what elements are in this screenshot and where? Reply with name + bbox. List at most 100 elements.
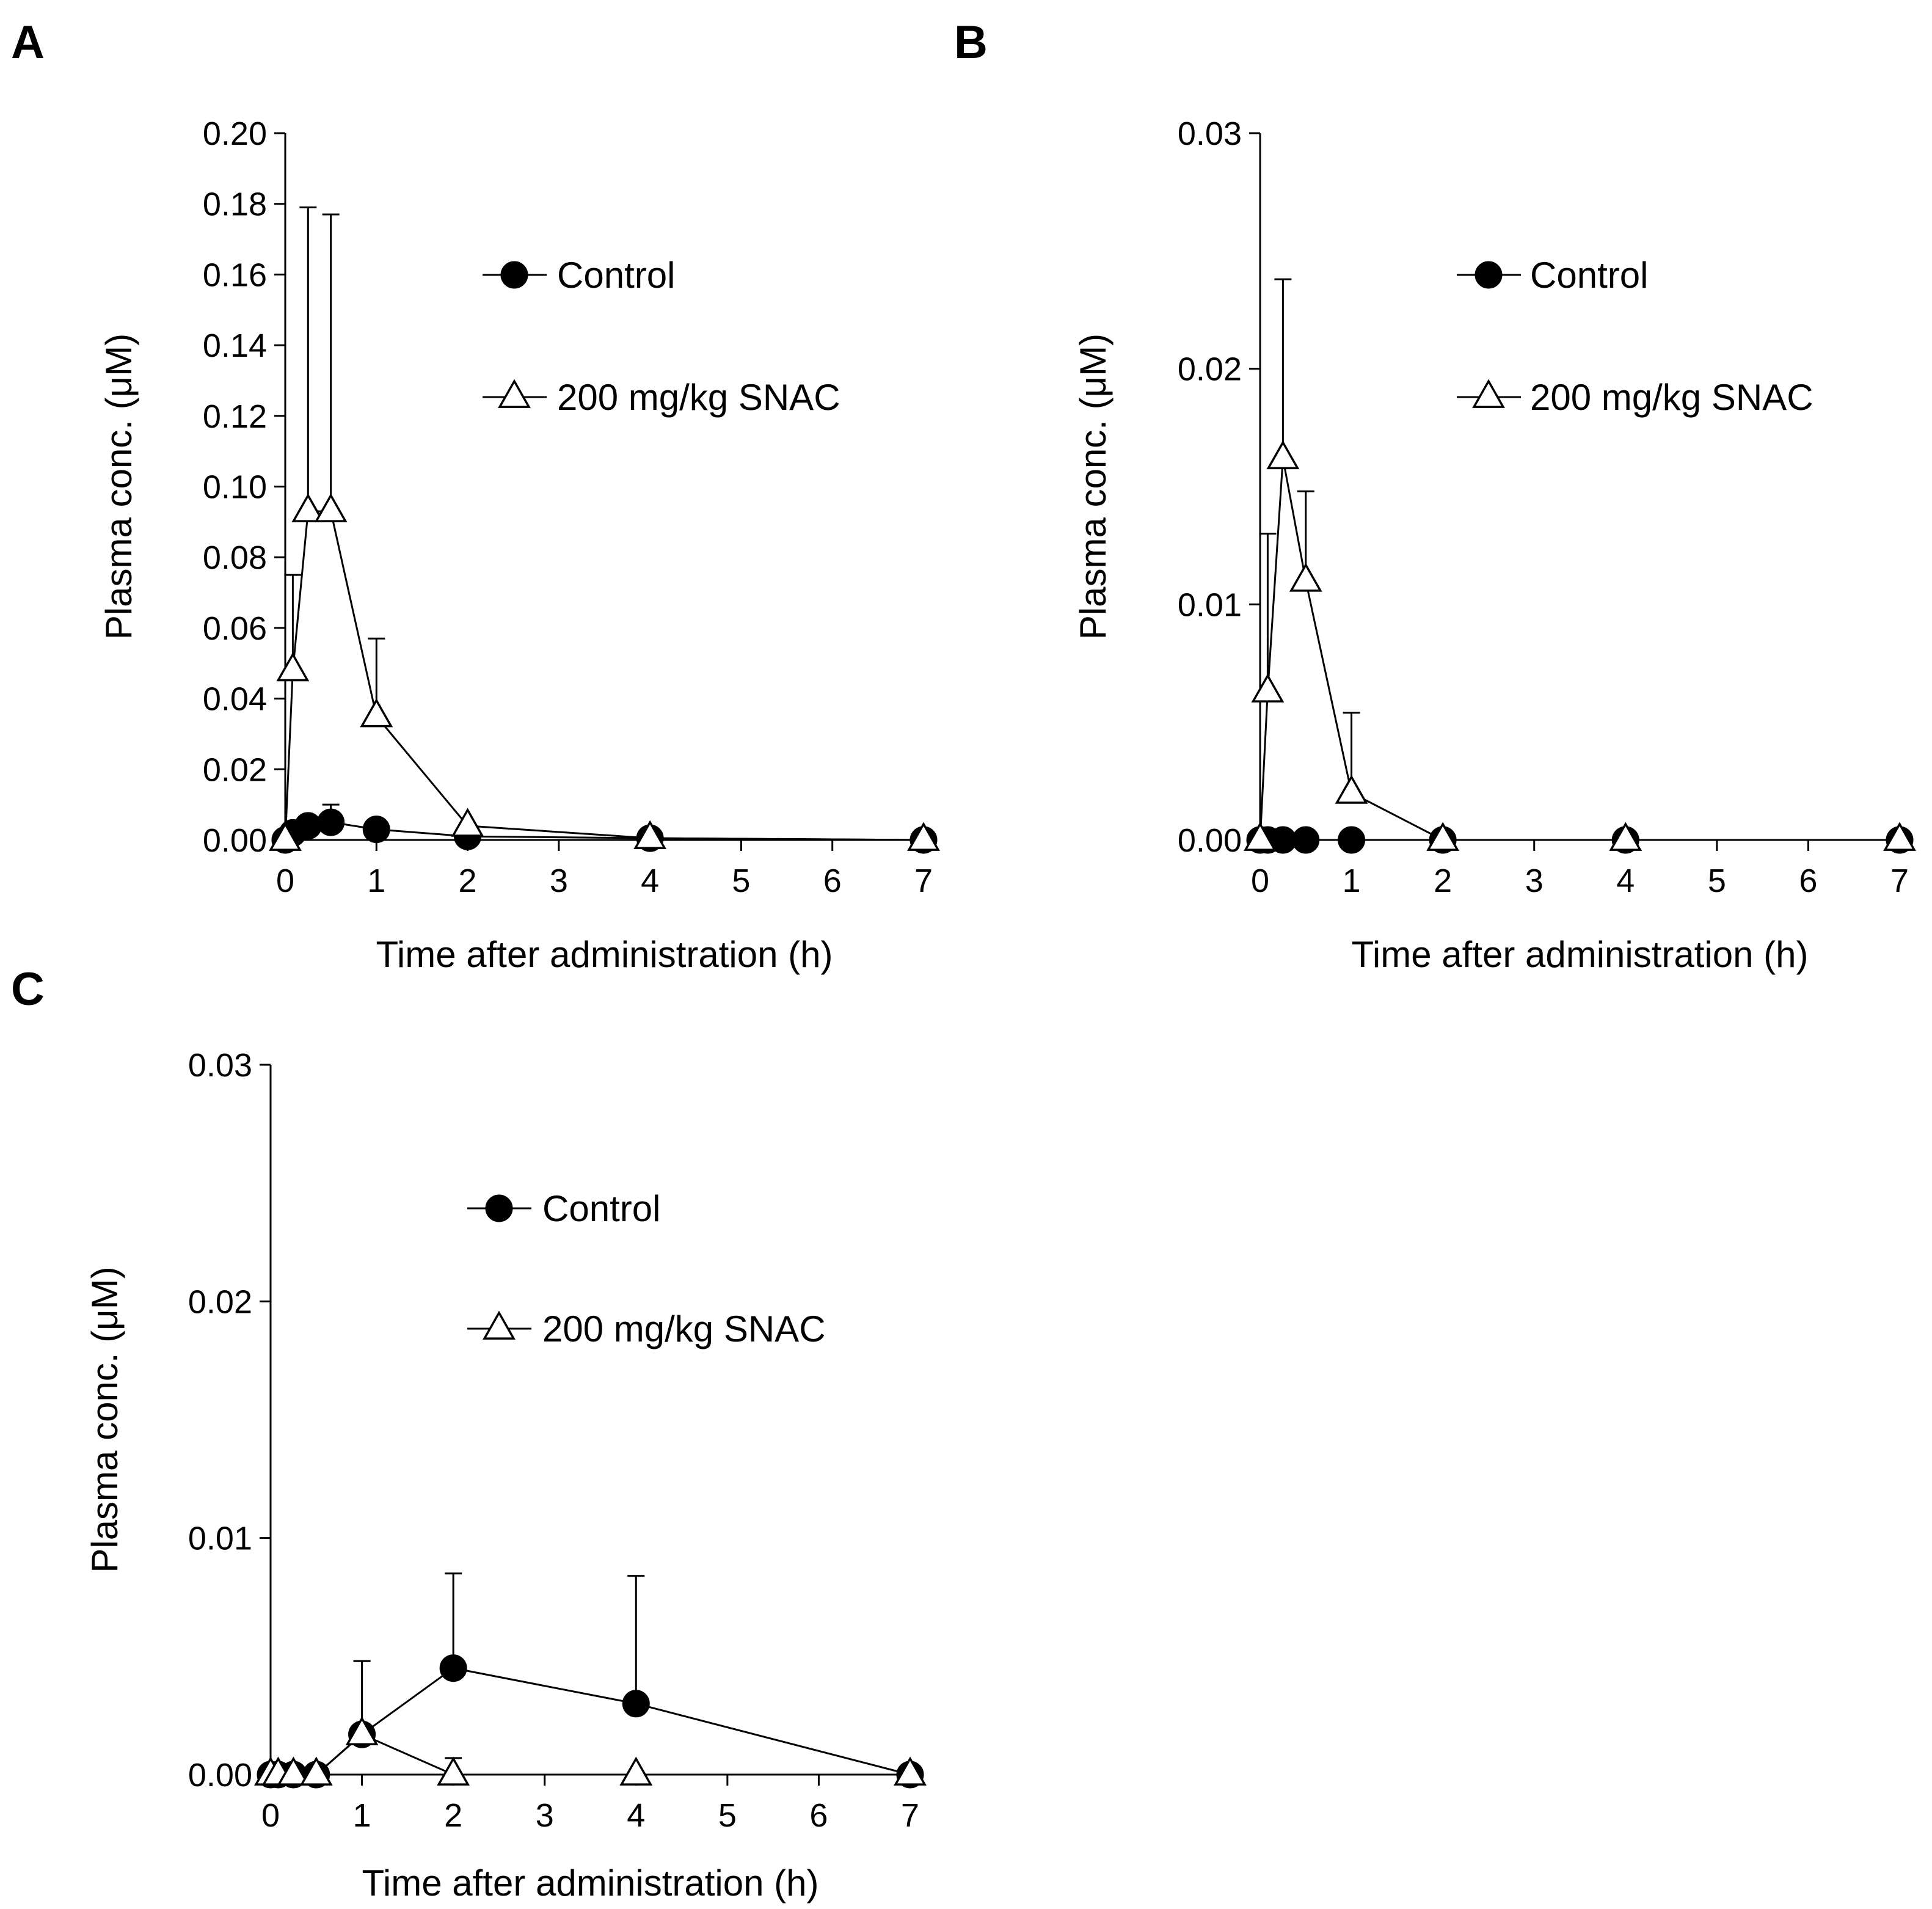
data-point-snac [1251, 673, 1285, 703]
y-tick-label: 0.08 [203, 539, 267, 576]
x-tick-label: 6 [809, 1797, 828, 1834]
x-tick-label: 2 [459, 863, 477, 899]
x-tick-label: 4 [1616, 863, 1635, 899]
x-tick-label: 4 [641, 863, 659, 899]
x-tick-label: 5 [732, 863, 750, 899]
data-point-control [485, 1194, 513, 1222]
data-point-control [622, 1690, 650, 1718]
y-tick-label: 0.02 [203, 751, 267, 788]
panel-label: B [954, 16, 988, 68]
x-tick-label: 7 [1890, 863, 1909, 899]
x-tick-label: 7 [901, 1797, 919, 1834]
y-axis-title: Plasma conc. (μM) [1073, 334, 1114, 640]
data-point-snac [1335, 775, 1368, 804]
x-tick-label: 0 [261, 1797, 280, 1834]
panel-label: A [11, 16, 45, 68]
y-tick-label: 0.01 [1178, 586, 1242, 623]
data-point-control [1475, 261, 1503, 289]
data-point-control [500, 261, 528, 289]
panel-b: B 0.00 0.01 0.02 0.03 0 1 2 3 4 5 6 7 Time after admi… [954, 16, 1916, 975]
y-tick-label: 0.00 [203, 822, 267, 859]
x-tick-label: 3 [1525, 863, 1544, 899]
x-tick-label: 2 [1434, 863, 1452, 899]
y-tick-label: 0.02 [188, 1283, 252, 1320]
y-tick-label: 0.01 [188, 1520, 252, 1557]
x-tick-label: 0 [1251, 863, 1269, 899]
x-tick-label: 3 [550, 863, 568, 899]
data-point-control [317, 808, 345, 836]
legend-label: 200 mg/kg SNAC [557, 377, 840, 418]
y-tick-label: 0.14 [203, 327, 267, 364]
series-line [1259, 458, 1900, 841]
y-tick-label: 0.18 [203, 186, 267, 223]
x-tick-label: 7 [914, 863, 933, 899]
legend-label: 200 mg/kg SNAC [1530, 377, 1814, 418]
x-tick-label: 2 [444, 1797, 462, 1834]
legend-label: Control [557, 255, 675, 296]
data-point-snac [633, 820, 667, 849]
data-point-control [362, 816, 390, 844]
x-axis-title: Time after administration (h) [1351, 934, 1808, 975]
data-point-snac [907, 822, 940, 851]
data-point-snac [437, 1756, 470, 1786]
y-axis-title: Plasma conc. (μM) [98, 334, 139, 640]
data-point-snac [1883, 822, 1916, 851]
y-tick-label: 0.03 [188, 1047, 252, 1084]
y-tick-label: 0.16 [203, 257, 267, 293]
legend: Control 200 mg/kg SNAC [483, 255, 840, 418]
x-tick-label: 4 [627, 1797, 645, 1834]
data-point-control [294, 812, 322, 840]
y-tick-label: 0.10 [203, 469, 267, 506]
panel-c: C 0.00 0.01 0.02 0.03 0 1 2 3 4 5 6 7 Time after admi… [11, 963, 927, 1904]
data-point-snac [498, 379, 531, 408]
legend: Control 200 mg/kg SNAC [1457, 255, 1814, 418]
data-point-snac [1266, 440, 1300, 470]
x-axis-title: Time after administration (h) [362, 1863, 818, 1904]
y-tick-label: 0.04 [203, 681, 267, 718]
legend: Control 200 mg/kg SNAC [467, 1188, 826, 1349]
data-point-snac [299, 1756, 333, 1786]
data-point-control [1292, 826, 1320, 854]
data-point-control [439, 1654, 467, 1682]
y-axis-title: Plasma conc. (μM) [84, 1266, 125, 1572]
series-control [257, 1572, 924, 1789]
x-tick-label: 5 [718, 1797, 737, 1834]
legend-label: Control [1530, 255, 1648, 296]
series-line [284, 510, 924, 841]
y-tick-label: 0.00 [1178, 822, 1242, 859]
x-tick-label: 1 [367, 863, 385, 899]
data-point-control [1338, 826, 1366, 854]
y-tick-label: 0.02 [1178, 351, 1242, 388]
legend-label: 200 mg/kg SNAC [542, 1309, 826, 1349]
x-axis-title: Time after administration (h) [376, 934, 833, 975]
y-tick-label: 0.03 [1178, 115, 1242, 152]
data-point-snac [269, 822, 302, 851]
legend-label: Control [542, 1188, 660, 1229]
y-tick-label: 0.06 [203, 610, 267, 647]
data-point-snac [1609, 822, 1642, 851]
data-point-snac [483, 1310, 516, 1340]
x-tick-label: 6 [823, 863, 842, 899]
data-point-snac [276, 652, 310, 682]
series-line [271, 1667, 911, 1776]
data-point-snac [451, 808, 484, 837]
data-point-snac [277, 1756, 310, 1786]
x-tick-label: 1 [1343, 863, 1361, 899]
series-snac [1244, 278, 1916, 851]
data-point-snac [360, 698, 393, 728]
x-tick-label: 1 [353, 1797, 371, 1834]
x-tick-label: 5 [1708, 863, 1726, 899]
data-point-snac [291, 493, 325, 522]
data-point-snac [894, 1756, 927, 1786]
panel-a: A 0.00 0.02 0.04 0.06 0.08 0.10 0.12 0.14 0.16 0.1… [11, 16, 940, 975]
data-point-snac [619, 1756, 653, 1786]
x-tick-label: 0 [276, 863, 294, 899]
panel-label: C [11, 963, 45, 1015]
y-tick-label: 0.12 [203, 398, 267, 435]
data-point-snac [1244, 822, 1277, 851]
y-tick-label: 0.20 [203, 115, 267, 152]
series-snac [254, 1660, 927, 1786]
series-snac [269, 206, 940, 851]
series-control [271, 803, 938, 854]
